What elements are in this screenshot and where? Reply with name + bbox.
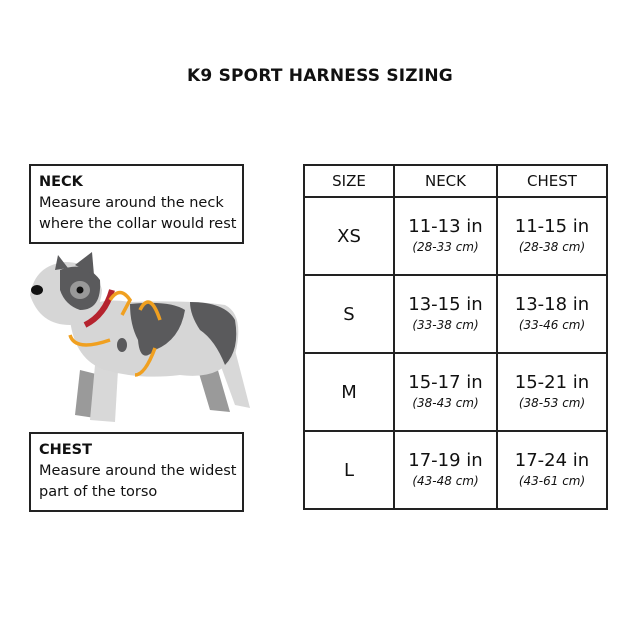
chest-cm: (33-46 cm) — [518, 318, 586, 332]
chest-cell: 17-24 in (43-61 cm) — [496, 430, 608, 510]
table-row: XS 11-13 in (28-33 cm) 11-15 in (28-38 cm) — [303, 196, 608, 276]
chest-cell: 13-18 in (33-46 cm) — [496, 274, 608, 354]
neck-cell: 17-19 in (43-48 cm) — [393, 430, 498, 510]
chest-cm: (28-38 cm) — [518, 240, 586, 254]
page-title: K9 SPORT HARNESS SIZING — [187, 66, 453, 86]
table-row: L 17-19 in (43-48 cm) 17-24 in (43-61 cm) — [303, 430, 608, 510]
neck-inches: 17-19 in — [408, 450, 483, 471]
size-cell: XS — [303, 196, 395, 276]
size-cell: L — [303, 430, 395, 510]
chest-cell: 15-21 in (38-53 cm) — [496, 352, 608, 432]
neck-cell: 13-15 in (33-38 cm) — [393, 274, 498, 354]
neck-heading: NECK — [39, 174, 83, 190]
neck-cell: 11-13 in (28-33 cm) — [393, 196, 498, 276]
chest-inches: 17-24 in — [514, 450, 590, 471]
neck-cm: (28-33 cm) — [412, 240, 479, 254]
chest-inches: 11-15 in — [514, 216, 590, 237]
chest-cell: 11-15 in (28-38 cm) — [496, 196, 608, 276]
neck-inches: 13-15 in — [408, 294, 483, 315]
neck-inches: 15-17 in — [408, 372, 483, 393]
neck-cell: 15-17 in (38-43 cm) — [393, 352, 498, 432]
header-chest: CHEST — [496, 164, 608, 198]
chest-info-box: CHEST Measure around the widest part of … — [29, 432, 244, 512]
chest-inches: 15-21 in — [514, 372, 590, 393]
chest-heading: CHEST — [39, 442, 93, 458]
header-neck: NECK — [393, 164, 498, 198]
size-table: SIZE NECK CHEST XS 11-13 in (28-33 cm) 11… — [303, 164, 608, 510]
table-row: S 13-15 in (33-38 cm) 13-18 in (33-46 cm) — [303, 274, 608, 354]
neck-cm: (43-48 cm) — [412, 474, 479, 488]
table-row: M 15-17 in (38-43 cm) 15-21 in (38-53 cm) — [303, 352, 608, 432]
header-size: SIZE — [303, 164, 395, 198]
size-cell: S — [303, 274, 395, 354]
neck-description: Measure around the neck where the collar… — [39, 195, 237, 232]
neck-inches: 11-13 in — [408, 216, 483, 237]
neck-info-box: NECK Measure around the neck where the c… — [29, 164, 244, 244]
neck-cm: (33-38 cm) — [412, 318, 479, 332]
size-cell: M — [303, 352, 395, 432]
chest-cm: (43-61 cm) — [518, 474, 586, 488]
chest-inches: 13-18 in — [514, 294, 590, 315]
dog-illustration — [30, 252, 250, 422]
chest-description: Measure around the widest part of the to… — [39, 463, 237, 500]
chest-cm: (38-53 cm) — [518, 396, 586, 410]
table-header-row: SIZE NECK CHEST — [303, 164, 608, 198]
neck-cm: (38-43 cm) — [412, 396, 479, 410]
